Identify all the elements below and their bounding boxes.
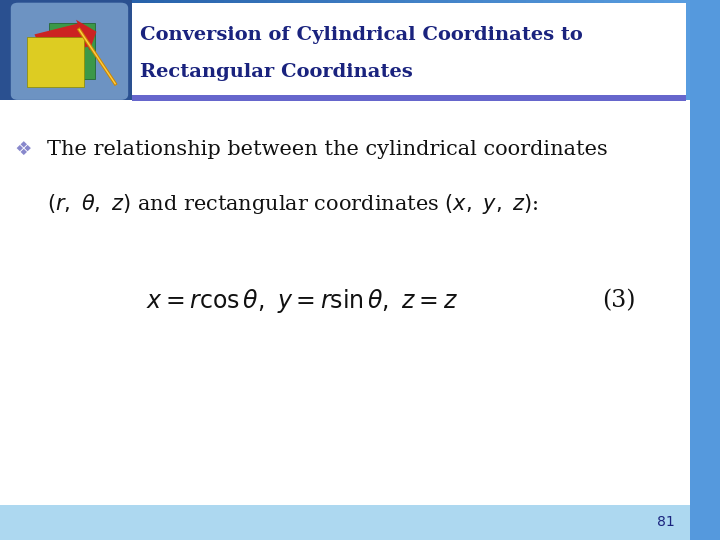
Bar	[95, 0, 104, 100]
Bar	[0, 505, 690, 540]
Bar	[293, 0, 302, 100]
Bar	[104, 0, 112, 100]
Bar	[577, 0, 586, 100]
Bar	[215, 0, 224, 100]
Bar	[414, 0, 423, 100]
Bar	[189, 0, 198, 100]
Bar	[449, 0, 457, 100]
Bar	[655, 0, 664, 100]
Bar	[267, 0, 276, 100]
Bar	[569, 0, 577, 100]
Bar	[492, 0, 500, 100]
Bar	[284, 0, 293, 100]
Bar	[112, 0, 121, 100]
Bar	[328, 0, 336, 100]
Bar	[560, 0, 569, 100]
Bar	[276, 0, 284, 100]
Bar	[26, 0, 35, 100]
Bar	[440, 0, 449, 100]
Bar	[181, 0, 189, 100]
Bar	[612, 0, 621, 100]
Bar	[638, 0, 647, 100]
Bar	[224, 0, 233, 100]
Bar	[397, 0, 405, 100]
Bar	[517, 0, 526, 100]
Text: (3): (3)	[603, 289, 636, 312]
Text: ❖: ❖	[14, 140, 32, 159]
Text: $(r,\ \theta,\ z)$ and rectangular coordinates $(x,\ y,\ z)$:: $(r,\ \theta,\ z)$ and rectangular coord…	[47, 192, 539, 215]
Bar	[526, 0, 534, 100]
Bar	[483, 0, 492, 100]
Bar	[52, 0, 60, 100]
Bar	[173, 0, 181, 100]
Bar	[17, 0, 26, 100]
Bar	[86, 0, 95, 100]
Bar	[690, 0, 720, 540]
Bar	[681, 0, 690, 100]
Bar	[629, 0, 638, 100]
Text: The relationship between the cylindrical coordinates: The relationship between the cylindrical…	[47, 140, 608, 159]
Bar	[258, 0, 267, 100]
Bar	[595, 0, 603, 100]
Bar	[431, 0, 440, 100]
Bar	[371, 0, 379, 100]
Bar	[336, 0, 345, 100]
Bar	[466, 0, 474, 100]
Bar	[9, 0, 17, 100]
Bar	[207, 0, 215, 100]
Bar	[388, 0, 397, 100]
Bar	[647, 0, 655, 100]
Bar	[457, 0, 466, 100]
Bar	[603, 0, 612, 100]
Bar	[60, 0, 69, 100]
Bar	[138, 0, 147, 100]
Bar	[319, 0, 328, 100]
Bar	[78, 0, 86, 100]
Bar	[0, 0, 132, 100]
FancyBboxPatch shape	[49, 23, 95, 79]
Bar	[132, 94, 686, 101]
Bar	[147, 0, 156, 100]
Bar	[0, 0, 9, 100]
Bar	[302, 0, 310, 100]
Bar	[156, 0, 164, 100]
Bar	[43, 0, 52, 100]
Bar	[69, 0, 78, 100]
Bar	[474, 0, 483, 100]
Bar	[664, 0, 672, 100]
Text: Rectangular Coordinates: Rectangular Coordinates	[140, 63, 413, 81]
Bar	[509, 0, 518, 100]
Bar	[121, 0, 130, 100]
Bar	[233, 0, 241, 100]
Bar	[241, 0, 250, 100]
Bar	[354, 0, 362, 100]
Bar	[362, 0, 371, 100]
Text: Conversion of Cylindrical Coordinates to: Conversion of Cylindrical Coordinates to	[140, 26, 583, 44]
Bar	[164, 0, 173, 100]
Bar	[379, 0, 388, 100]
Bar	[130, 0, 138, 100]
Bar	[672, 0, 681, 100]
FancyBboxPatch shape	[11, 3, 128, 100]
Bar	[310, 0, 319, 100]
Bar	[198, 0, 207, 100]
FancyArrow shape	[35, 20, 96, 57]
Bar	[345, 0, 354, 100]
Text: $x = r \cos\theta,\ y = r \sin\theta,\ z = z$: $x = r \cos\theta,\ y = r \sin\theta,\ z…	[146, 287, 459, 315]
Bar	[250, 0, 258, 100]
Bar	[552, 0, 560, 100]
Bar	[423, 0, 431, 100]
Text: 81: 81	[657, 516, 675, 529]
Bar	[621, 0, 629, 100]
Bar	[534, 0, 543, 100]
Bar	[35, 0, 43, 100]
Bar	[132, 3, 686, 94]
FancyBboxPatch shape	[27, 37, 84, 87]
Bar	[543, 0, 552, 100]
Bar	[405, 0, 414, 100]
Bar	[500, 0, 509, 100]
Bar	[586, 0, 595, 100]
